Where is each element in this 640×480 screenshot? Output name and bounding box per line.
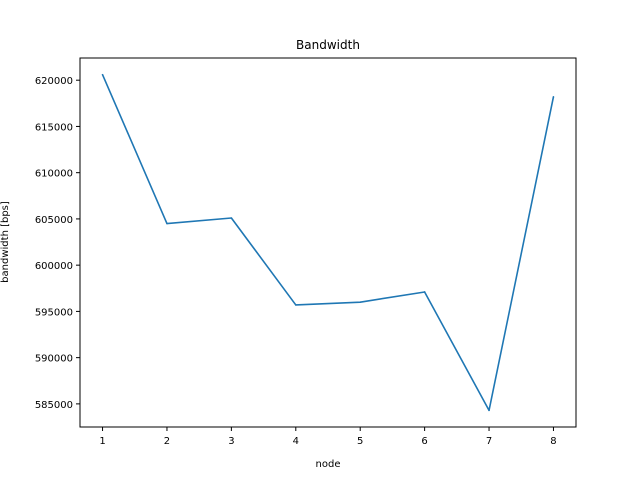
y-tick-label: 590000	[35, 354, 73, 365]
data-point	[101, 73, 104, 76]
data-point	[294, 304, 297, 306]
y-tick-label: 600000	[35, 261, 73, 272]
y-tick-label: 620000	[35, 76, 73, 87]
x-tick-label: 8	[550, 436, 556, 447]
y-tick-label: 615000	[35, 122, 73, 133]
x-tick-label: 1	[99, 436, 105, 447]
y-axis: 585000 590000 595000 600000 605000 610000 6150…	[35, 76, 80, 411]
series-layer	[101, 73, 555, 412]
data-point	[230, 217, 233, 219]
plot-frame	[79, 57, 577, 428]
x-tick-label: 2	[164, 436, 170, 447]
chart-title: Bandwidth	[296, 38, 360, 52]
y-tick-label: 585000	[35, 400, 73, 411]
y-tick-label: 605000	[35, 215, 73, 226]
x-axis: 1 2 3 4 5 6 7 8	[99, 427, 557, 447]
series-line	[101, 74, 555, 412]
y-tick-label: 595000	[35, 307, 73, 318]
x-axis-label: node	[316, 459, 341, 470]
x-tick-label: 4	[293, 436, 299, 447]
y-axis-label: bandwidth [bps]	[0, 201, 11, 283]
data-point	[552, 96, 555, 98]
x-tick-label: 3	[228, 436, 234, 447]
y-tick-label: 610000	[35, 169, 73, 180]
x-tick-label: 6	[421, 436, 427, 447]
x-tick-label: 7	[486, 436, 492, 447]
data-point	[166, 222, 168, 225]
data-point	[359, 301, 362, 303]
data-point	[423, 291, 426, 293]
x-tick-label: 5	[357, 436, 363, 447]
data-point	[488, 409, 490, 412]
